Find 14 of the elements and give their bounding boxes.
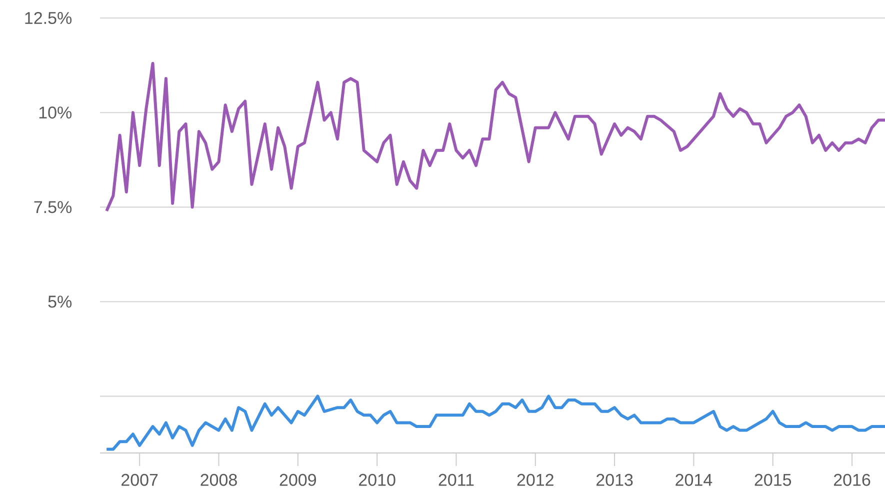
y-tick-label: 12.5%: [25, 12, 72, 24]
x-tick-label: 2009: [280, 474, 316, 486]
x-tick-label: 2008: [200, 474, 237, 486]
y-tick-label: 7.5%: [34, 201, 72, 214]
y-tick-label: 5%: [48, 296, 72, 308]
x-tick-label: 2011: [438, 474, 474, 486]
x-tick-label: 2015: [754, 474, 792, 486]
x-tick-label: 2013: [596, 474, 633, 486]
x-tick-label: 2007: [122, 474, 158, 486]
x-tick-label: 2012: [517, 474, 554, 486]
y-tick-label: 10%: [39, 106, 72, 119]
x-tick-label: 2014: [676, 474, 712, 486]
x-tick-label: 2010: [359, 474, 396, 486]
x-tick-label: 2016: [834, 474, 870, 486]
